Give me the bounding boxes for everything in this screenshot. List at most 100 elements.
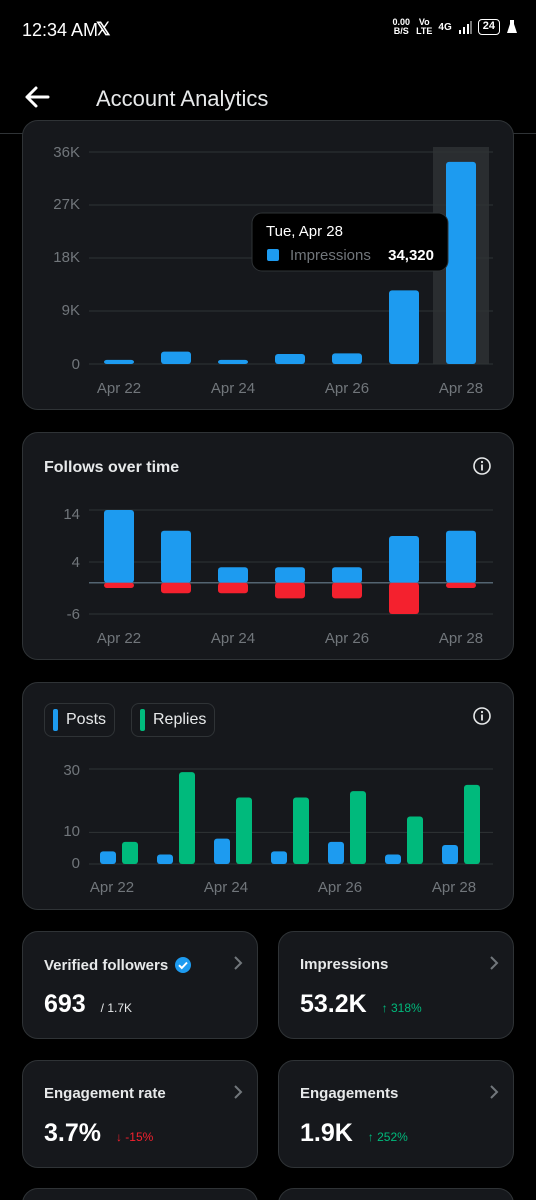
engagements-label: Engagements [300, 1085, 399, 1102]
y-tick-label: -6 [67, 606, 80, 623]
verified-badge-icon [175, 957, 192, 973]
net-speed-unit: B/S [393, 26, 409, 36]
unfollows-bar [446, 582, 476, 588]
follows-bar [218, 567, 248, 583]
next-stat-card-right[interactable] [278, 1188, 514, 1200]
tooltip-date: Tue, Apr 28 [266, 223, 343, 240]
stat-value: 53.2K ↑ 318% [300, 990, 422, 1019]
y-tick-label: 4 [72, 554, 80, 571]
tooltip-value: 34,320 [388, 247, 434, 264]
unfollows-bar [332, 582, 362, 599]
follows-bar [104, 510, 134, 583]
chevron-right-icon [234, 956, 243, 970]
replies-bar [122, 841, 138, 864]
x-tick-label: Apr 28 [439, 380, 483, 397]
impressions-bar [446, 161, 476, 364]
replies-swatch [140, 709, 145, 731]
follows-bar [161, 530, 191, 583]
x-tick-label: Apr 28 [432, 879, 476, 896]
unfollows-bar [275, 582, 305, 599]
volte-bottom: LTE [416, 26, 433, 36]
y-tick-label: 27K [53, 196, 80, 213]
volte-indicator: Vo LTE [416, 18, 432, 36]
verified-followers-total: / 1.7K [100, 1001, 133, 1015]
stat-value: 693 / 1.7K [44, 990, 132, 1019]
stat-value: 1.9K ↑ 252% [300, 1119, 408, 1148]
battery-icon: 24 [477, 19, 500, 35]
x-tick-label: Apr 24 [211, 630, 255, 647]
x-tick-label: Apr 26 [325, 380, 369, 397]
next-stat-card-left[interactable] [22, 1188, 258, 1200]
y-tick-label: 0 [72, 855, 80, 872]
x-logo-icon: 𝕏 [96, 19, 111, 39]
status-indicators: 0.00 B/S Vo LTE 4G 24 [393, 18, 518, 36]
x-tick-label: Apr 22 [97, 380, 141, 397]
net-speed: 0.00 B/S [393, 18, 411, 36]
flask-icon [507, 20, 517, 33]
follows-bar [275, 567, 305, 583]
chevron-right-icon [490, 1085, 499, 1099]
verified-followers-card[interactable]: Verified followers 693 / 1.7K [22, 931, 258, 1039]
x-tick-label: Apr 24 [204, 879, 248, 896]
engagements-value: 1.9K [300, 1119, 353, 1147]
legend-posts-label: Posts [66, 711, 107, 728]
engagements-change: ↑ 252% [367, 1130, 408, 1144]
tooltip-swatch [267, 249, 279, 261]
impressions-bar [161, 351, 191, 364]
x-tick-label: Apr 26 [325, 630, 369, 647]
impressions-card[interactable]: Impressions 53.2K ↑ 318% [278, 931, 514, 1039]
impressions-label: Impressions [300, 956, 389, 973]
y-tick-label: 18K [53, 249, 80, 266]
back-arrow-icon[interactable] [22, 82, 52, 112]
y-tick-label: 9K [62, 302, 80, 319]
legend-replies[interactable]: Replies [131, 703, 216, 737]
follows-chart-card: Follows over time 14 4 -6 Apr 22 Apr 24 … [22, 432, 514, 660]
chevron-right-icon [234, 1085, 243, 1099]
legend-replies-label: Replies [153, 711, 207, 728]
volte-top: Vo [418, 17, 430, 27]
stat-label: Verified followers [44, 956, 192, 974]
posts-bar [100, 851, 116, 864]
replies-bar [293, 797, 309, 864]
follows-bar [389, 536, 419, 583]
info-icon[interactable] [472, 456, 492, 476]
follows-chart: 14 4 -6 Apr 22 Apr 24 Apr 26 Apr 28 [63, 506, 493, 647]
engagement-rate-value: 3.7% [44, 1119, 101, 1147]
impressions-bar [332, 353, 362, 364]
unfollows-bar [104, 582, 134, 588]
chart-tooltip: Tue, Apr 28 Impressions 34,320 [251, 212, 449, 272]
replies-bar [407, 816, 423, 864]
engagement-rate-label: Engagement rate [44, 1085, 166, 1102]
impressions-bar [275, 353, 305, 364]
engagement-rate-card[interactable]: Engagement rate 3.7% ↓ -15% [22, 1060, 258, 1168]
tooltip-series: Impressions [290, 247, 371, 264]
posts-bar [385, 854, 401, 864]
engagement-rate-change: ↓ -15% [115, 1130, 154, 1144]
replies-bar [350, 791, 366, 864]
posts-bar [442, 845, 458, 864]
x-tick-label: Apr 24 [211, 380, 255, 397]
x-tick-label: Apr 26 [318, 879, 362, 896]
verified-followers-value: 693 [44, 990, 86, 1018]
page-title: Account Analytics [96, 86, 269, 111]
posts-bar [214, 838, 230, 864]
impressions-chart: 36K 27K 18K 9K 0 Apr 22 Apr 24 Apr 26 Ap… [53, 144, 493, 397]
posts-bar [271, 851, 287, 864]
posts-bar [157, 854, 173, 864]
impressions-value: 53.2K [300, 990, 367, 1018]
card-title: Follows over time [44, 459, 180, 476]
y-tick-label: 30 [63, 762, 80, 779]
posts-swatch [53, 709, 58, 731]
y-tick-label: 0 [72, 356, 80, 373]
y-tick-label: 10 [63, 823, 80, 840]
legend-posts[interactable]: Posts [44, 703, 116, 737]
info-icon[interactable] [472, 706, 492, 726]
net-speed-value: 0.00 [392, 17, 411, 27]
engagements-card[interactable]: Engagements 1.9K ↑ 252% [278, 1060, 514, 1168]
x-tick-label: Apr 28 [439, 630, 483, 647]
replies-bar [236, 797, 252, 864]
unfollows-bar [161, 582, 191, 594]
network-type: 4G [438, 21, 452, 33]
unfollows-bar [389, 582, 419, 614]
posts-bar [328, 841, 344, 864]
